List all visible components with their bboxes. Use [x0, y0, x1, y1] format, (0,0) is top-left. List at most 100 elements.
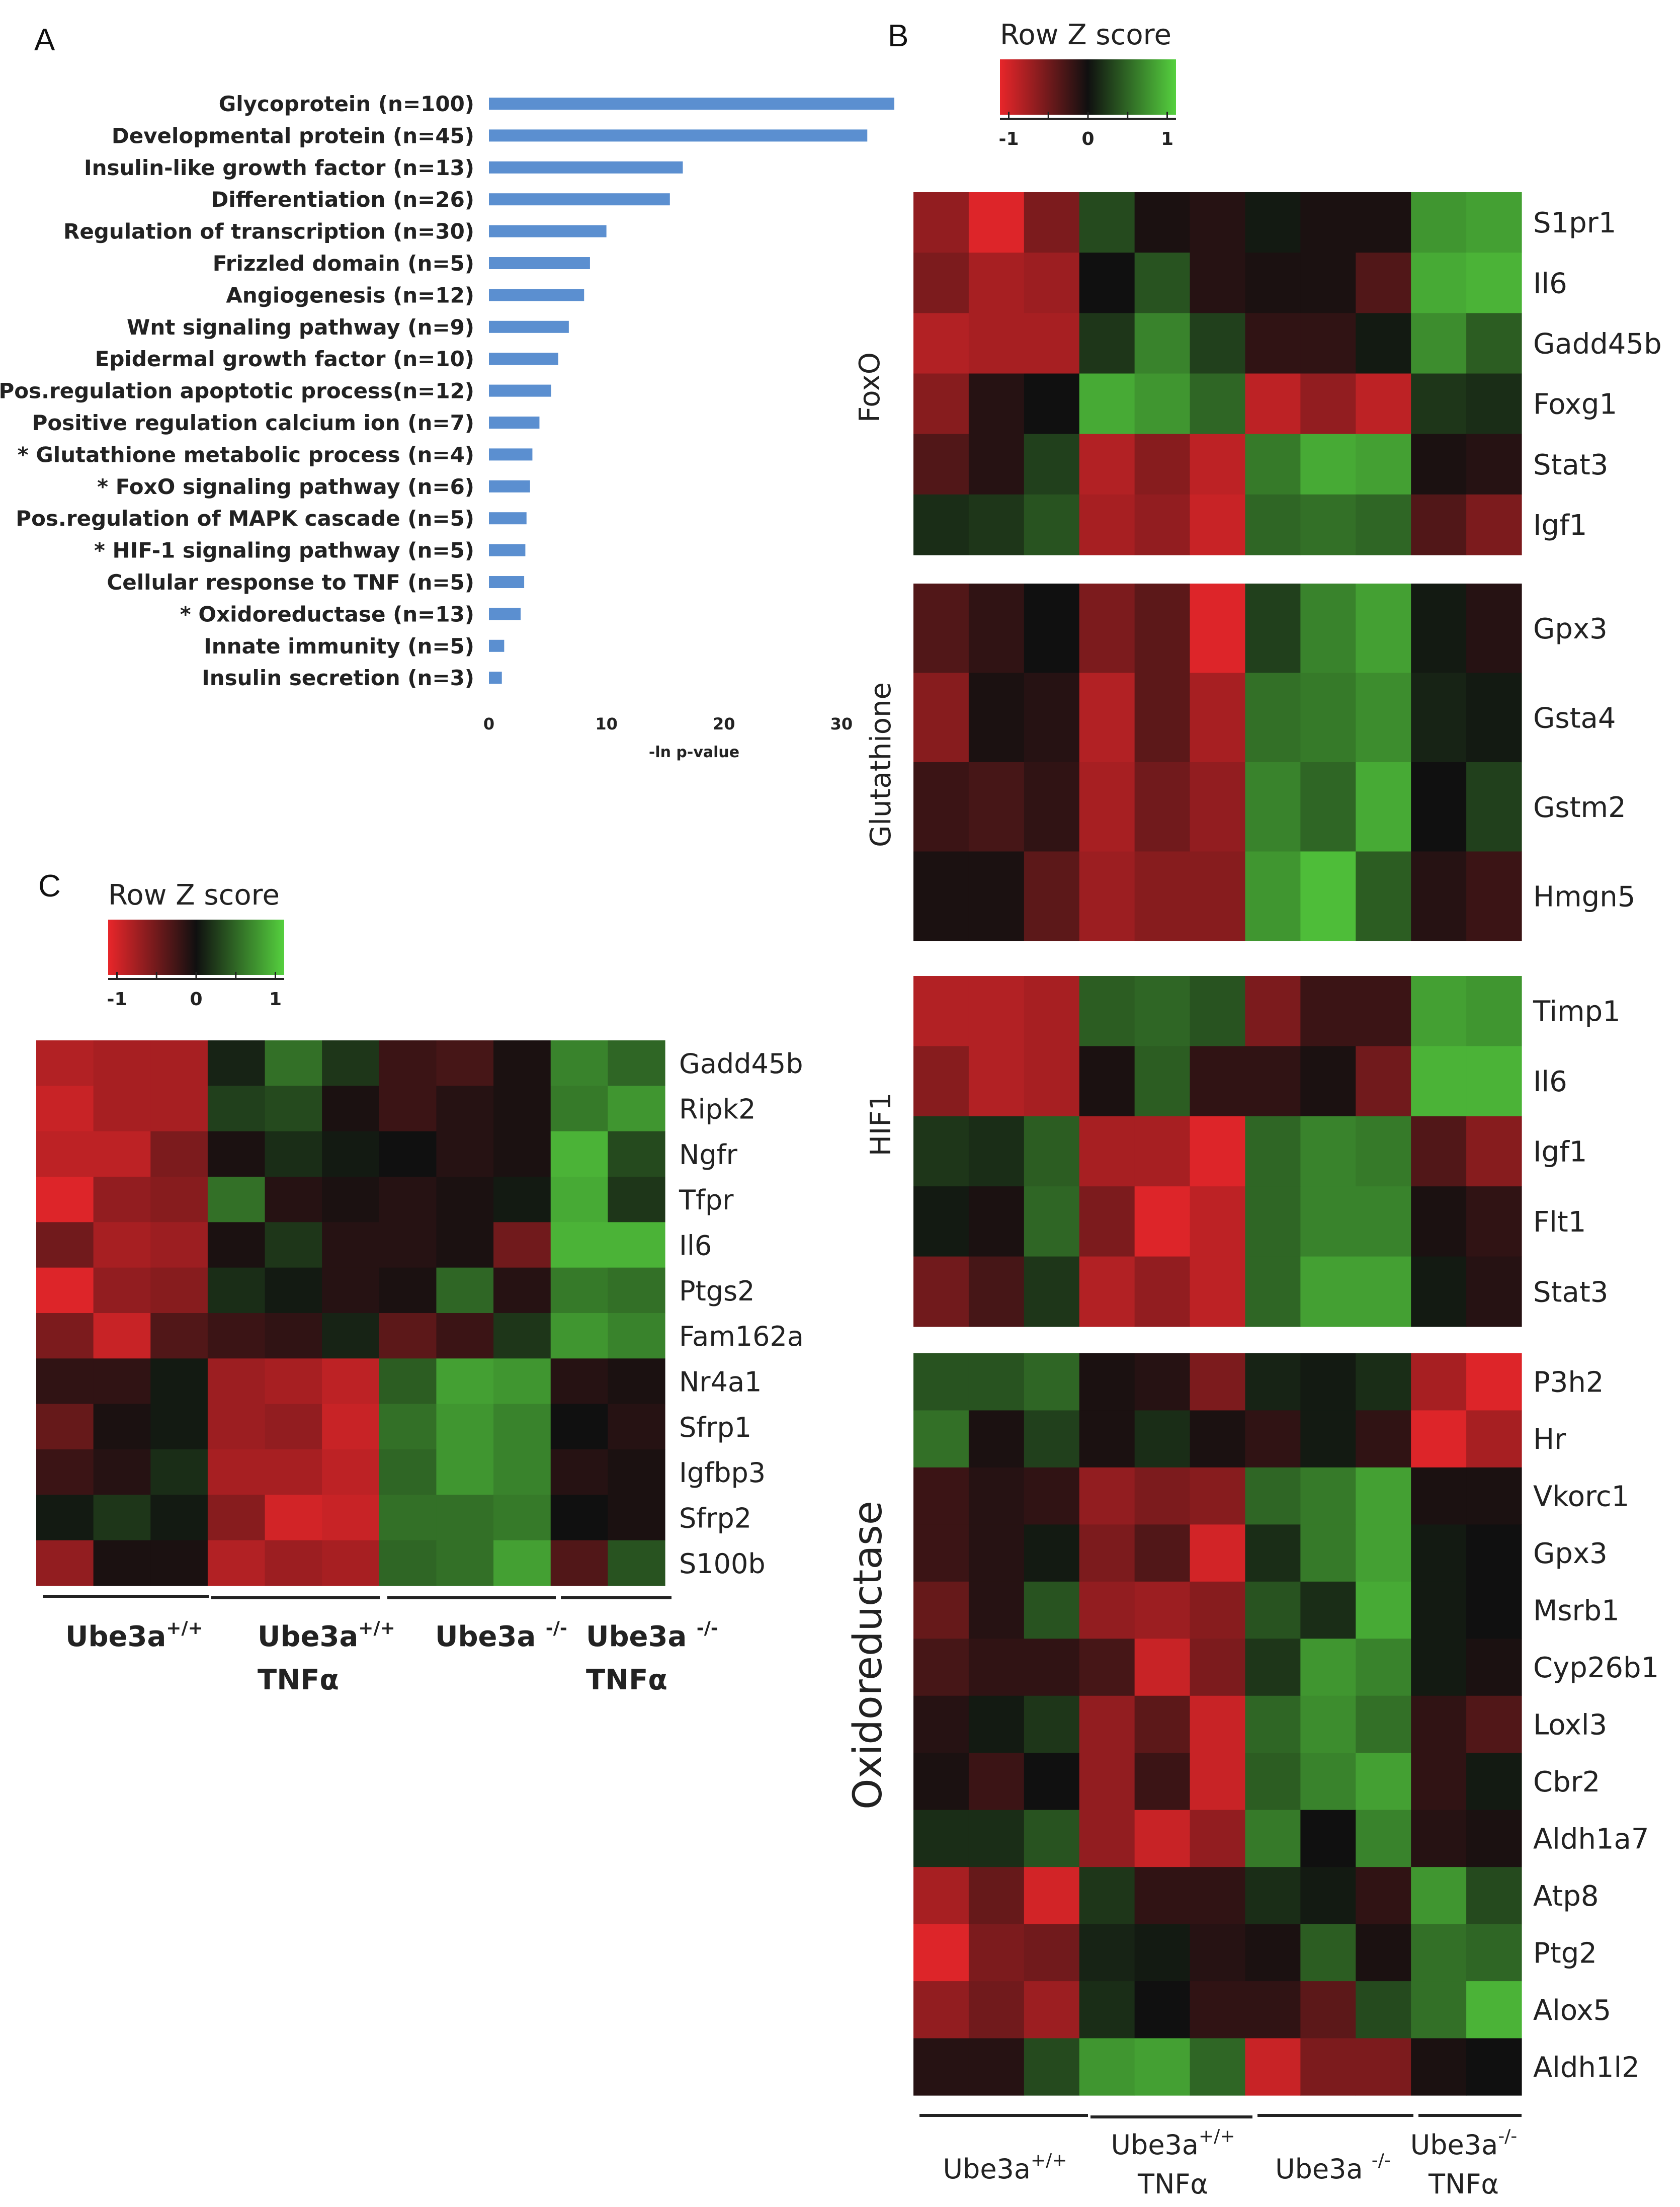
heatmap-cell — [379, 1449, 437, 1495]
gene-label: Hr — [1533, 1423, 1566, 1456]
heatmap-cell — [322, 1404, 380, 1450]
heatmap-cell — [1134, 1524, 1191, 1582]
bar — [489, 98, 894, 110]
heatmap-cell — [207, 1404, 266, 1450]
block-label: HIF1 — [865, 1093, 897, 1156]
heatmap-cell — [1466, 1695, 1522, 1753]
group-label: Ube3a+/+ — [943, 2150, 1067, 2185]
heatmap-cell — [1356, 313, 1411, 374]
heatmap-cell — [322, 1449, 380, 1495]
heatmap-cell — [1356, 1867, 1411, 1925]
heatmap-cell — [913, 1467, 969, 1525]
heatmap-cell — [93, 1449, 151, 1495]
heatmap-cell — [1356, 1639, 1411, 1696]
heatmap-cell — [1300, 253, 1356, 313]
heatmap-cell — [1134, 494, 1191, 555]
heatmap-cell — [36, 1131, 94, 1177]
heatmap-cell — [1300, 1924, 1356, 1982]
heatmap-cell — [1245, 1810, 1301, 1867]
gene-label: Stat3 — [1533, 1276, 1608, 1309]
gene-label: Gadd45b — [1533, 328, 1662, 360]
heatmap-cell — [1134, 1116, 1191, 1187]
heatmap-cell — [913, 1186, 969, 1257]
heatmap-cell — [1190, 1524, 1246, 1582]
heatmap-cell — [550, 1267, 608, 1314]
gene-label: Ripk2 — [679, 1094, 755, 1125]
heatmap-cell — [608, 1040, 665, 1086]
bar — [489, 129, 868, 142]
heatmap-cell — [36, 1222, 94, 1268]
group-label-genotype: Ube3a — [258, 1620, 358, 1653]
heatmap-cell — [1466, 1186, 1522, 1257]
heatmap-cell — [436, 1313, 494, 1359]
heatmap-cell — [1356, 1046, 1411, 1117]
heatmap-cell — [207, 1358, 266, 1405]
heatmap-cell — [1190, 1639, 1246, 1696]
gene-label: Flt1 — [1533, 1206, 1586, 1239]
heatmap-cell — [968, 762, 1025, 852]
heatmap-cell — [322, 1495, 380, 1541]
heatmap-cell — [1024, 1981, 1080, 2039]
heatmap-cell — [1079, 1046, 1135, 1117]
heatmap-panel-b: Row Z score -1 0 1 S1pr1 Il6 Gadd45b Foxg1 Stat3… — [846, 19, 1662, 2200]
bar — [489, 353, 558, 365]
heatmap-cell — [913, 1410, 969, 1468]
bar — [489, 672, 502, 684]
gene-label: Nr4a1 — [679, 1366, 762, 1398]
bar-category-label: * FoxO signaling pathway (n=6) — [97, 474, 474, 499]
bar-category-label: Insulin-like growth factor (n=13) — [84, 155, 474, 180]
x-tick-label: 20 — [713, 714, 735, 733]
heatmap-cell — [207, 1086, 266, 1132]
heatmap-cell — [968, 1867, 1025, 1925]
heatmap-cell — [913, 313, 969, 374]
heatmap-cell — [1356, 1186, 1411, 1257]
heatmap-cell — [1245, 673, 1301, 763]
heatmap-cell — [1411, 1581, 1467, 1639]
heatmap-cell — [1300, 673, 1356, 763]
heatmap-cell — [1024, 1256, 1080, 1327]
heatmap-cell — [1079, 976, 1135, 1046]
heatmap-cell — [1245, 1410, 1301, 1468]
heatmap-cell — [265, 1313, 322, 1359]
bar-category-label: Differentiation (n=26) — [211, 187, 474, 212]
heatmap-cell — [1466, 1924, 1522, 1982]
heatmap-cell — [913, 1753, 969, 1811]
heatmap-cell — [1466, 1867, 1522, 1925]
heatmap-cell — [968, 673, 1025, 763]
heatmap-cell — [207, 1495, 266, 1541]
heatmap-cell — [1245, 1524, 1301, 1582]
heatmap-cell — [1466, 373, 1522, 435]
gene-label: Il6 — [1533, 267, 1567, 300]
group-label-superscript: -/- — [1372, 2150, 1391, 2171]
heatmap-cell — [1245, 1046, 1301, 1117]
heatmap-cell — [968, 253, 1025, 313]
gene-label: Gpx3 — [1533, 1537, 1608, 1570]
heatmap-cell — [1245, 1867, 1301, 1925]
heatmap-cell — [93, 1222, 151, 1268]
heatmap-cell — [379, 1540, 437, 1586]
heatmap-cell — [1356, 494, 1411, 555]
heatmap-cell — [1245, 373, 1301, 435]
heatmap-cell — [608, 1313, 665, 1359]
heatmap-cell — [436, 1267, 494, 1314]
heatmap-cell — [913, 1046, 969, 1117]
heatmap-cell — [93, 1404, 151, 1450]
heatmap-cell — [322, 1222, 380, 1268]
heatmap-cell — [93, 1040, 151, 1086]
heatmap-cell — [150, 1404, 208, 1450]
heatmap-cell — [1245, 1581, 1301, 1639]
legend-tick-label: 1 — [1161, 129, 1173, 149]
heatmap-cell — [1190, 1695, 1246, 1753]
heatmap-cell — [1245, 976, 1301, 1046]
group-label: Ube3a -/- — [1275, 2150, 1391, 2185]
heatmap-cell — [1411, 584, 1467, 674]
bar — [489, 161, 683, 174]
heatmap-cell — [550, 1495, 608, 1541]
bar-category-label: Cellular response to TNF (n=5) — [107, 570, 474, 595]
heatmap-cell — [1411, 1639, 1467, 1696]
heatmap-cell — [1466, 1810, 1522, 1867]
heatmap-cell — [493, 1040, 551, 1086]
heatmap-cell — [1356, 1524, 1411, 1582]
bar-category-label: * HIF-1 signaling pathway (n=5) — [94, 538, 474, 563]
heatmap-cell — [1245, 1116, 1301, 1187]
